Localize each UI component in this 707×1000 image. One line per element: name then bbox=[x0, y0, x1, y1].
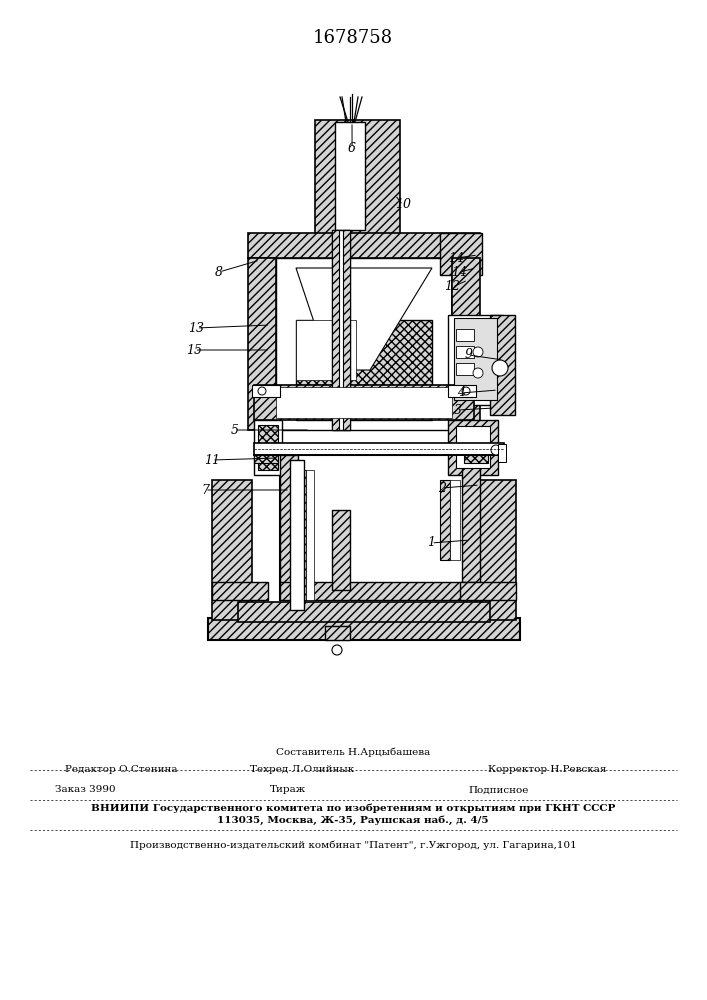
Bar bbox=[490, 315, 515, 415]
Bar bbox=[254, 385, 474, 420]
Circle shape bbox=[491, 445, 501, 455]
Text: 12: 12 bbox=[445, 280, 460, 294]
Text: 14: 14 bbox=[448, 251, 464, 264]
Circle shape bbox=[473, 347, 483, 357]
Bar bbox=[306, 470, 314, 600]
Circle shape bbox=[258, 387, 266, 395]
Bar bbox=[280, 455, 480, 600]
Bar bbox=[296, 320, 432, 420]
Text: Корректор Н.Ревская: Корректор Н.Ревская bbox=[488, 764, 607, 774]
Bar bbox=[456, 329, 474, 341]
Bar bbox=[332, 230, 339, 430]
Text: 1678758: 1678758 bbox=[313, 29, 393, 47]
Bar bbox=[460, 582, 516, 600]
Bar bbox=[254, 455, 278, 463]
Text: ВНИИПИ Государственного комитета по изобретениям и открытиям при ГКНТ СССР: ВНИИПИ Государственного комитета по изоб… bbox=[90, 803, 615, 813]
Bar bbox=[212, 582, 268, 600]
Text: 9: 9 bbox=[464, 349, 473, 361]
Text: Редактор О.Стенина: Редактор О.Стенина bbox=[65, 764, 177, 774]
Bar bbox=[440, 480, 450, 560]
Bar bbox=[452, 258, 480, 430]
Bar bbox=[238, 602, 490, 622]
Circle shape bbox=[473, 368, 483, 378]
Bar bbox=[280, 455, 298, 600]
Text: Производственно-издательский комбинат "Патент", г.Ужгород, ул. Гагарина,101: Производственно-издательский комбинат "П… bbox=[129, 840, 576, 850]
Bar bbox=[290, 460, 304, 610]
Text: Тираж: Тираж bbox=[270, 786, 306, 794]
Bar bbox=[325, 626, 350, 640]
Bar bbox=[276, 387, 452, 418]
Bar bbox=[276, 258, 452, 430]
Bar bbox=[280, 582, 480, 600]
Bar bbox=[343, 230, 350, 430]
Text: 6: 6 bbox=[348, 141, 356, 154]
Bar bbox=[208, 618, 520, 640]
Circle shape bbox=[462, 387, 470, 395]
Text: 11: 11 bbox=[204, 454, 220, 466]
Text: 7: 7 bbox=[201, 484, 209, 496]
Text: 113035, Москва, Ж-35, Раушская наб., д. 4/5: 113035, Москва, Ж-35, Раушская наб., д. … bbox=[217, 815, 489, 825]
Text: 2: 2 bbox=[438, 482, 446, 494]
Bar bbox=[456, 346, 474, 358]
Bar bbox=[248, 233, 480, 258]
Bar bbox=[335, 122, 365, 230]
Bar bbox=[456, 363, 474, 375]
Text: 1: 1 bbox=[427, 536, 436, 550]
Bar bbox=[476, 480, 516, 620]
Text: 14: 14 bbox=[452, 265, 467, 278]
Text: 4: 4 bbox=[457, 386, 465, 399]
Text: Заказ 3990: Заказ 3990 bbox=[55, 786, 116, 794]
Bar bbox=[332, 510, 350, 590]
Bar bbox=[254, 443, 504, 455]
Bar bbox=[212, 480, 252, 620]
Bar bbox=[258, 425, 278, 470]
Bar bbox=[298, 470, 306, 600]
Bar bbox=[315, 120, 400, 235]
Bar bbox=[462, 455, 480, 600]
Bar bbox=[448, 420, 498, 475]
Bar bbox=[248, 258, 276, 430]
Polygon shape bbox=[296, 268, 432, 370]
Bar bbox=[252, 385, 280, 397]
Circle shape bbox=[332, 645, 342, 655]
Text: 8: 8 bbox=[215, 265, 223, 278]
Bar bbox=[448, 385, 476, 397]
Circle shape bbox=[492, 360, 508, 376]
Text: Подписное: Подписное bbox=[468, 786, 528, 794]
Bar bbox=[254, 420, 282, 475]
Text: Техред Л.Олийнык: Техред Л.Олийнык bbox=[250, 764, 354, 774]
Bar bbox=[296, 320, 356, 380]
Bar bbox=[456, 426, 490, 468]
Text: 15: 15 bbox=[187, 344, 202, 357]
Bar bbox=[450, 480, 460, 560]
Text: 5: 5 bbox=[230, 424, 239, 436]
Bar bbox=[464, 455, 488, 463]
Text: Составитель Н.Арцыбашева: Составитель Н.Арцыбашева bbox=[276, 747, 430, 757]
Bar bbox=[454, 318, 497, 400]
Text: 13: 13 bbox=[189, 322, 204, 334]
Text: 3: 3 bbox=[454, 403, 462, 416]
Bar bbox=[332, 230, 350, 430]
Bar bbox=[448, 315, 503, 405]
Bar bbox=[440, 233, 482, 275]
Text: 10: 10 bbox=[395, 198, 411, 212]
Bar bbox=[498, 444, 506, 462]
